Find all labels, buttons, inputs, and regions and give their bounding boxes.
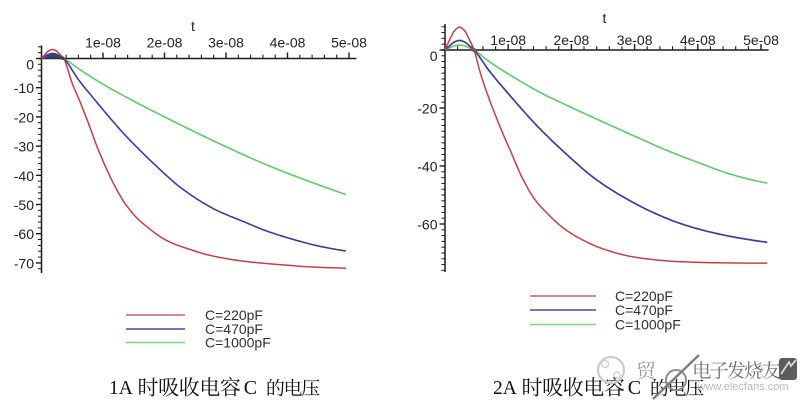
svg-text:1e-08: 1e-08	[85, 35, 121, 51]
svg-text:-40: -40	[14, 168, 34, 184]
svg-text:t: t	[603, 10, 607, 26]
svg-text:-50: -50	[14, 197, 34, 213]
svg-text:t: t	[191, 18, 195, 34]
svg-text:C=470pF: C=470pF	[205, 321, 263, 337]
svg-text:-60: -60	[14, 226, 34, 242]
svg-text:C=220pF: C=220pF	[615, 288, 673, 304]
svg-text:3e-08: 3e-08	[208, 35, 244, 51]
svg-text:4e-08: 4e-08	[270, 35, 306, 51]
svg-text:-10: -10	[14, 80, 34, 96]
svg-text:C: C	[628, 377, 641, 399]
svg-text:1e-08: 1e-08	[490, 32, 526, 48]
svg-text:5e-08: 5e-08	[331, 35, 367, 51]
svg-text:0: 0	[26, 57, 34, 73]
svg-text:C=1000pF: C=1000pF	[615, 317, 681, 333]
svg-text:C: C	[244, 377, 257, 399]
svg-text:2e-08: 2e-08	[147, 35, 183, 51]
svg-text:-20: -20	[417, 101, 437, 117]
svg-text:C=220pF: C=220pF	[205, 307, 263, 323]
svg-text:-40: -40	[417, 159, 437, 175]
svg-text:C=470pF: C=470pF	[615, 302, 673, 318]
svg-text:-70: -70	[14, 255, 34, 271]
svg-text:5e-08: 5e-08	[743, 32, 779, 48]
svg-text:2A: 2A	[493, 378, 517, 399]
svg-text:-20: -20	[14, 109, 34, 125]
svg-text:3e-08: 3e-08	[617, 32, 653, 48]
svg-text:C=1000pF: C=1000pF	[205, 335, 271, 351]
svg-text:www.elecfans.com: www.elecfans.com	[696, 381, 788, 393]
svg-text:-30: -30	[14, 139, 34, 155]
svg-text:2e-08: 2e-08	[553, 32, 589, 48]
svg-text:0: 0	[430, 48, 438, 64]
svg-text:1A: 1A	[109, 378, 133, 399]
svg-text:-60: -60	[417, 217, 437, 233]
svg-text:4e-08: 4e-08	[680, 32, 716, 48]
